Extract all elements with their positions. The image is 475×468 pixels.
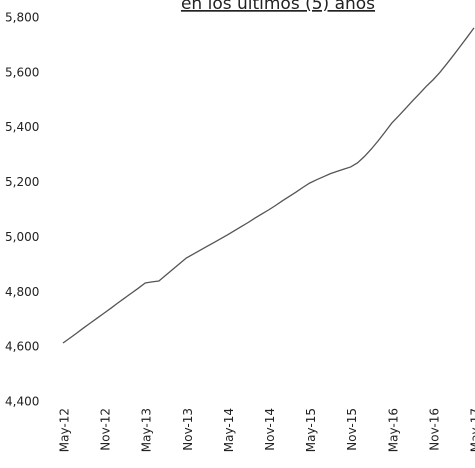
- y-tick-label: 5,200: [5, 175, 39, 189]
- x-tick-label: May-17: [469, 408, 475, 452]
- y-tick-label: 4,800: [5, 285, 39, 299]
- x-tick-label: May-16: [386, 408, 400, 452]
- y-tick-label: 5,000: [5, 230, 39, 244]
- x-tick-label: May-12: [58, 408, 72, 452]
- y-tick-label: 5,800: [5, 11, 39, 25]
- x-tick-label: May-13: [140, 408, 154, 452]
- x-tick-label: Nov-16: [427, 408, 441, 451]
- x-tick-label: Nov-13: [181, 408, 195, 451]
- x-tick-label: Nov-14: [263, 408, 277, 451]
- x-tick-label: Nov-12: [99, 408, 113, 451]
- y-tick-label: 4,400: [5, 395, 39, 409]
- y-tick-label: 5,400: [5, 120, 39, 134]
- x-tick-label: Nov-15: [345, 408, 359, 451]
- x-tick-label: May-15: [304, 408, 318, 452]
- y-tick-label: 4,600: [5, 340, 39, 354]
- y-tick-label: 5,600: [5, 65, 39, 79]
- x-tick-label: May-14: [222, 408, 236, 452]
- line: [62, 27, 475, 344]
- chart-title: en los últimos (5) años: [181, 0, 375, 14]
